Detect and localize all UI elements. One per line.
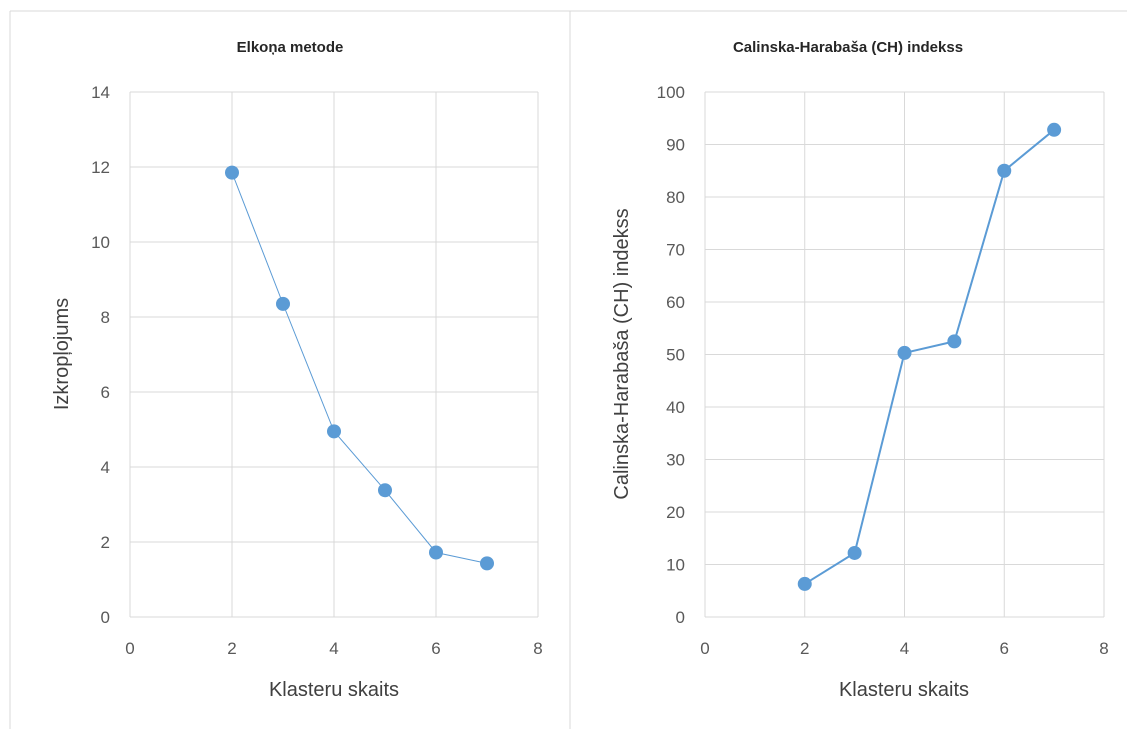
data-point bbox=[276, 296, 290, 311]
y-tick-label: 10 bbox=[91, 233, 110, 252]
y-tick-label: 90 bbox=[666, 136, 685, 155]
data-point bbox=[997, 163, 1012, 178]
x-axis-title: Klasteru skaits bbox=[269, 679, 399, 701]
x-tick-label: 6 bbox=[431, 639, 440, 658]
ch-index-chart: 0 10 20 30 40 50 60 70 80 90 100 0 2 4 6 8 Calinska-Har… bbox=[611, 39, 1109, 701]
y-tick-label: 0 bbox=[101, 608, 110, 627]
y-tick-label: 40 bbox=[666, 398, 685, 417]
y-axis-title: Izkropļojums bbox=[51, 298, 73, 410]
y-tick-label: 60 bbox=[666, 293, 685, 312]
chart-title: Elkoņa metode bbox=[237, 39, 344, 56]
data-point bbox=[947, 334, 962, 349]
y-tick-label: 30 bbox=[666, 451, 685, 470]
data-point bbox=[327, 424, 341, 439]
y-tick-label: 10 bbox=[666, 556, 685, 575]
y-tick-label: 80 bbox=[666, 188, 685, 207]
y-tick-label: 8 bbox=[101, 308, 110, 327]
x-tick-label: 6 bbox=[1000, 639, 1009, 658]
x-tick-label: 2 bbox=[800, 639, 809, 658]
y-tick-label: 12 bbox=[91, 158, 110, 177]
series-line bbox=[804, 129, 1055, 585]
y-tick-label: 20 bbox=[666, 503, 685, 522]
x-tick-label: 4 bbox=[900, 639, 909, 658]
data-point bbox=[1047, 122, 1062, 137]
data-point bbox=[797, 576, 812, 591]
y-tick-label: 6 bbox=[101, 383, 110, 402]
y-tick-label: 14 bbox=[91, 83, 110, 102]
data-point bbox=[225, 165, 239, 180]
x-tick-label: 8 bbox=[533, 639, 542, 658]
data-point bbox=[378, 483, 392, 498]
x-tick-label: 4 bbox=[329, 639, 338, 658]
data-point bbox=[847, 545, 862, 560]
y-tick-label: 4 bbox=[101, 458, 110, 477]
x-tick-label: 8 bbox=[1099, 639, 1108, 658]
y-tick-label: 0 bbox=[676, 608, 685, 627]
x-tick-label: 2 bbox=[227, 639, 236, 658]
series-line bbox=[231, 172, 488, 564]
data-point bbox=[429, 545, 443, 560]
chart-title: Calinska-Harabaša (CH) indekss bbox=[733, 39, 963, 56]
y-tick-label: 100 bbox=[657, 83, 685, 102]
y-tick-label: 50 bbox=[666, 346, 685, 365]
data-point bbox=[480, 556, 494, 571]
x-tick-label: 0 bbox=[125, 639, 134, 658]
elbow-chart: 0 2 4 6 8 10 12 14 0 2 4 6 8 Elkoņa metode Klasteru … bbox=[51, 39, 543, 701]
data-point bbox=[897, 345, 912, 360]
x-axis-title: Klasteru skaits bbox=[839, 679, 969, 701]
y-tick-label: 2 bbox=[101, 533, 110, 552]
y-axis-title: Calinska-Harabaša (CH) indekss bbox=[611, 208, 633, 499]
x-tick-label: 0 bbox=[700, 639, 709, 658]
y-tick-label: 70 bbox=[666, 241, 685, 260]
